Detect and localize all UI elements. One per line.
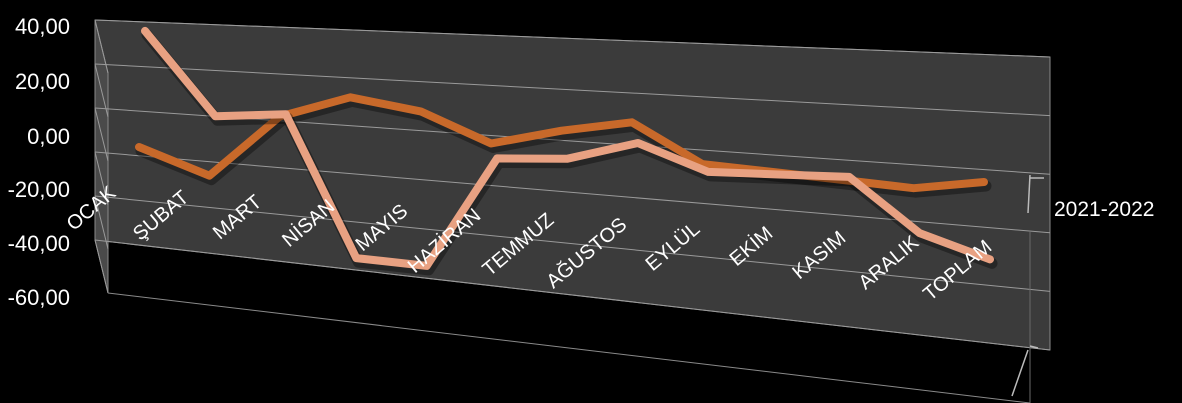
series-point xyxy=(496,157,498,159)
series-point xyxy=(631,121,633,123)
depth-axis-line xyxy=(1027,174,1031,214)
series-point xyxy=(426,265,428,267)
gridline xyxy=(94,19,1051,58)
gridlines xyxy=(94,19,1051,403)
gridline xyxy=(94,63,1051,117)
series-point xyxy=(637,142,639,144)
series-point xyxy=(420,110,422,112)
depth-axis-line xyxy=(1011,349,1029,397)
depth-axis: 2021-2022 xyxy=(1011,174,1154,397)
series-point xyxy=(701,163,703,165)
y-tick-label: 20,00 xyxy=(15,69,70,94)
series-point xyxy=(989,258,991,260)
series-point xyxy=(285,113,287,115)
series-point xyxy=(214,115,216,117)
series-point xyxy=(561,130,562,132)
series-point xyxy=(707,171,709,173)
series-point xyxy=(349,96,351,98)
gridline-side xyxy=(94,63,109,118)
series-point xyxy=(778,174,780,175)
y-tick-label: -60,00 xyxy=(8,285,70,310)
y-tick-label: -40,00 xyxy=(8,231,70,256)
gridline xyxy=(94,239,1051,351)
depth-tick xyxy=(1029,345,1039,349)
depth-axis-label: 2021-2022 xyxy=(1054,198,1154,221)
series-point xyxy=(848,176,850,178)
series-point xyxy=(913,187,915,189)
gridline-side xyxy=(94,239,109,294)
series-point xyxy=(138,146,140,148)
gridline xyxy=(94,151,1051,234)
series-point xyxy=(208,175,210,177)
y-tick-label: -20,00 xyxy=(8,177,70,202)
series-point xyxy=(144,30,146,32)
y-tick-label: 40,00 xyxy=(15,14,70,39)
floor-edge xyxy=(107,292,1031,403)
series-point xyxy=(919,232,921,234)
series-point xyxy=(983,181,985,183)
series-point xyxy=(490,143,492,144)
y-tick-label: 0,00 xyxy=(27,124,70,149)
series-point xyxy=(567,158,568,160)
series-point xyxy=(355,257,357,259)
series-layer xyxy=(135,26,998,276)
y-axis-ticks: 40,00 20,00 0,00 -20,00 -40,00 -60,00 xyxy=(8,14,70,310)
gridline-side xyxy=(94,107,109,162)
gridline xyxy=(94,195,1051,292)
gridline-side xyxy=(94,151,109,206)
gridline-side xyxy=(94,195,109,250)
